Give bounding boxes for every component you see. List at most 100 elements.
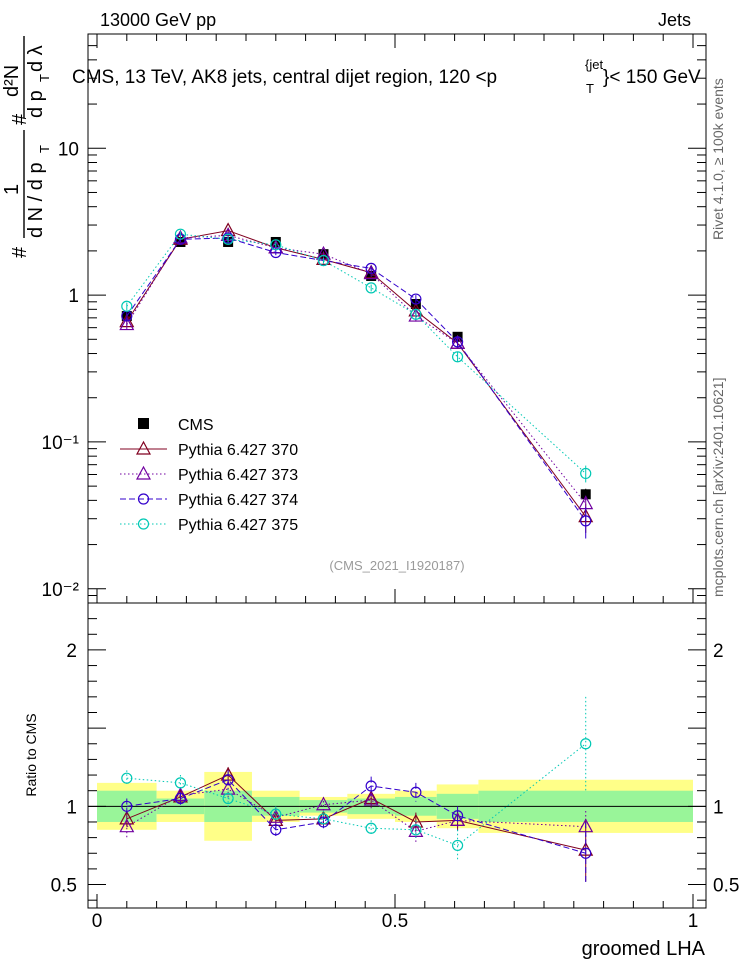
ratio-y-tick-label-right: 2	[713, 641, 724, 662]
ratio-point	[121, 772, 133, 784]
data-point	[451, 351, 464, 363]
ratio-y-tick-label-right: 1	[713, 797, 724, 818]
data-point	[580, 515, 592, 527]
ratio-point	[451, 810, 464, 822]
ratio-y-tick-label: 1	[66, 797, 77, 818]
ratio-point	[270, 808, 282, 820]
ratio-point	[410, 824, 422, 836]
header-right: Jets	[658, 10, 691, 30]
ratio-point	[365, 780, 377, 792]
mcplots-label: mcplots.cern.ch [arXiv:2401.10621]	[710, 378, 726, 597]
plot-title-subscript: T	[586, 81, 594, 96]
ratio-point	[121, 800, 133, 812]
ratio-plot-frame	[87, 602, 707, 909]
legend-marker	[137, 493, 150, 505]
plot-title: CMS, 13 TeV, AK8 jets, central dijet reg…	[72, 67, 497, 88]
ratio-point	[580, 738, 592, 750]
data-point	[119, 316, 135, 331]
ratio-point	[580, 847, 592, 859]
ylabel-denominator-2-sub: T	[37, 74, 52, 82]
legend-label: Pythia 6.427 375	[178, 517, 298, 534]
data-point	[172, 229, 188, 244]
ratio-point	[408, 823, 424, 837]
legend-label: CMS	[178, 417, 214, 434]
legend: CMS Pythia 6.427 370 Pythia 6.427 373 Pythi…	[120, 417, 298, 534]
ylabel-denominator-2: d p	[25, 90, 47, 118]
ylabel-denominator-1-sub: T	[37, 145, 52, 153]
header-left: 13000 GeV pp	[100, 10, 216, 30]
data-point	[450, 334, 466, 349]
data-point	[580, 489, 591, 500]
main-y-tick-label: 1	[68, 286, 79, 307]
ylabel-hash-2: #	[9, 113, 31, 125]
legend-label: Pythia 6.427 373	[178, 467, 298, 484]
series-4	[121, 228, 592, 483]
legend-marker	[135, 465, 152, 480]
series-line	[126, 234, 587, 504]
x-tick-label: 1	[688, 911, 699, 932]
legend-label: Pythia 6.427 374	[178, 492, 298, 509]
data-point	[410, 308, 422, 320]
data-point	[222, 233, 234, 245]
ratio-point	[315, 796, 331, 811]
ylabel-hash-1: #	[9, 246, 31, 258]
ratio-y-tick-label-right: 0.5	[713, 876, 739, 897]
main-y-tick-label: 10⁻²	[42, 580, 80, 601]
ratio-point	[222, 774, 234, 786]
ratio-point	[365, 822, 377, 834]
ratio-point	[410, 786, 422, 798]
main-series	[119, 222, 594, 539]
ratio-point	[174, 777, 187, 789]
data-point	[121, 300, 133, 312]
series-line	[126, 233, 587, 474]
axis-ticks: 0 0.5 1 10⁻² 10⁻¹ 1 10 0.5 0.5 1 1 2 2	[42, 33, 739, 932]
x-tick-label: 0.5	[382, 911, 408, 932]
ratio-point	[408, 813, 424, 828]
plot-title-end: }< 150 GeV	[603, 67, 701, 88]
ratio-y-tick-label: 0.5	[51, 876, 77, 897]
ratio-line	[126, 743, 587, 847]
ylabel-denominator-2-end: d λ	[25, 45, 47, 72]
legend-marker	[137, 518, 150, 530]
data-point	[408, 307, 424, 322]
data-point	[317, 254, 330, 267]
legend-marker	[135, 440, 152, 455]
ratio-point	[451, 839, 464, 852]
ratio-y-axis-label: Ratio to CMS	[23, 713, 39, 796]
series-0	[121, 236, 591, 501]
ylabel-numerator-1: 1	[1, 184, 23, 195]
ratio-point	[268, 809, 284, 823]
main-y-tick-label: 10⁻¹	[42, 433, 80, 454]
ylabel-denominator-1: d N / d p	[25, 162, 47, 238]
data-point	[451, 336, 464, 348]
legend-marker-cms	[138, 418, 149, 429]
ratio-series	[119, 696, 594, 885]
data-point	[410, 293, 422, 305]
ratio-y-tick-label: 2	[66, 641, 77, 662]
rivet-label: Rivet 4.1.0, ≥ 100k events	[710, 78, 726, 240]
main-y-axis-label: # 1 d N / d p T # d²N d p T d λ	[1, 36, 52, 258]
data-point	[315, 251, 331, 266]
data-point	[174, 228, 187, 240]
ratio-point	[270, 824, 282, 836]
ratio-point	[174, 792, 187, 805]
ratio-point	[317, 816, 330, 828]
ratio-point	[222, 792, 234, 805]
main-y-tick-label: 10	[58, 139, 79, 160]
data-point	[270, 239, 282, 251]
analysis-watermark: (CMS_2021_I1920187)	[329, 558, 464, 573]
ratio-point	[119, 818, 135, 833]
x-tick-label: 0	[92, 911, 103, 932]
data-point	[365, 262, 377, 274]
ratio-series-3	[121, 770, 592, 885]
ylabel-numerator-2: d²N	[1, 65, 23, 97]
ratio-point	[317, 813, 330, 825]
data-point	[365, 282, 377, 294]
x-axis-label: groomed LHA	[582, 938, 706, 960]
plot-title-superscript: {jet	[585, 57, 603, 72]
legend-label: Pythia 6.427 370	[178, 442, 298, 459]
data-point	[580, 467, 592, 480]
series-1	[119, 222, 594, 533]
ratio-series-4	[121, 696, 592, 862]
